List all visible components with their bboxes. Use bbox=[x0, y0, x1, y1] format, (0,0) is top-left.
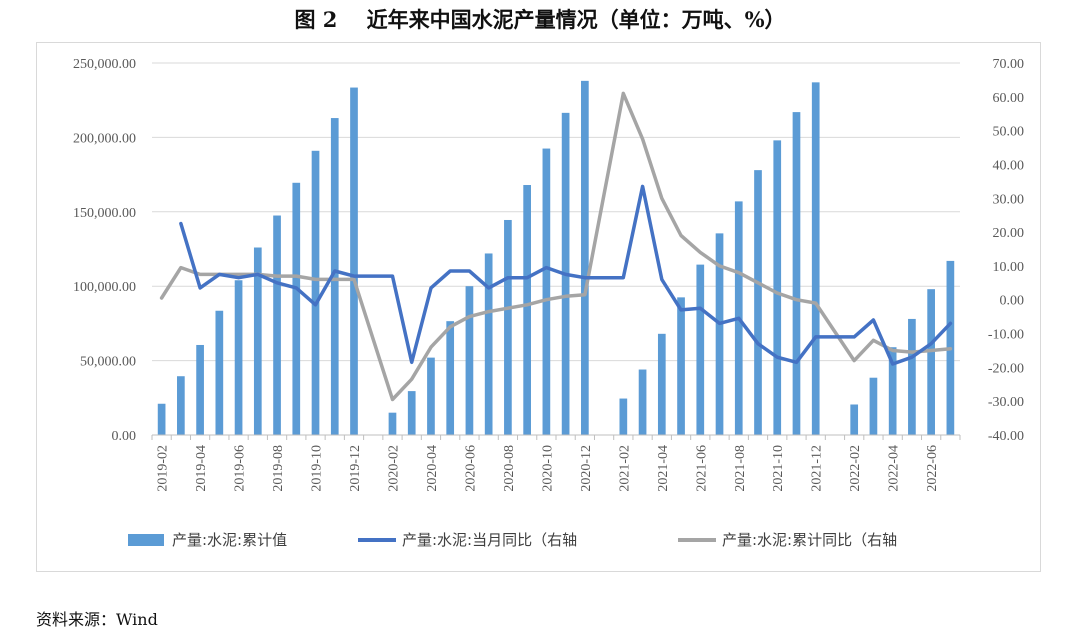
bar bbox=[677, 297, 685, 435]
bar bbox=[619, 398, 628, 435]
y-right-tick-label: -20.00 bbox=[988, 361, 1024, 376]
legend-swatch-bar bbox=[128, 534, 164, 546]
bar bbox=[869, 377, 878, 435]
y-right-tick-label: 70.00 bbox=[993, 57, 1025, 72]
source-note: 资料来源：Wind bbox=[36, 610, 158, 629]
y-left-tick-label: 100,000.00 bbox=[73, 280, 136, 295]
monthly-yoy-line bbox=[179, 184, 953, 366]
x-tick-label: 2020-10 bbox=[540, 445, 555, 492]
bar bbox=[215, 310, 224, 435]
y-left-tick-label: 150,000.00 bbox=[73, 206, 136, 221]
y-right-tick-label: -40.00 bbox=[988, 429, 1024, 444]
chart-svg: 0.00 50,000.00 100,000.00 150,000.00 200,000… bbox=[73, 57, 1025, 549]
y-right-tick-label: 40.00 bbox=[993, 158, 1025, 173]
bar bbox=[657, 333, 666, 435]
x-tick-label: 2019-06 bbox=[233, 445, 248, 492]
legend-label: 产量:水泥:累计同比（右轴 bbox=[722, 531, 897, 549]
y-right-tick-label: 30.00 bbox=[993, 192, 1025, 207]
bar bbox=[253, 247, 262, 435]
bar bbox=[465, 286, 474, 435]
y-right-tick-label: 50.00 bbox=[993, 125, 1025, 140]
chart-frame bbox=[36, 42, 1041, 572]
bar bbox=[773, 140, 782, 435]
x-tick-label: 2021-10 bbox=[771, 445, 786, 492]
bar bbox=[850, 404, 859, 435]
bar bbox=[311, 150, 320, 436]
x-tick-label: 2022-02 bbox=[848, 445, 863, 492]
bar bbox=[504, 219, 512, 435]
bar bbox=[292, 182, 301, 435]
bar bbox=[350, 87, 358, 435]
bar bbox=[523, 185, 531, 435]
y-right-tick-label: 60.00 bbox=[993, 91, 1025, 106]
chart-title: 图 2 近年来中国水泥产量情况（单位：万吨、%） bbox=[294, 7, 786, 32]
x-tick-label: 2019-02 bbox=[156, 445, 171, 492]
y-right-tick-label: -30.00 bbox=[988, 395, 1024, 410]
bar bbox=[581, 80, 589, 435]
x-tick-label: 2019-04 bbox=[194, 445, 209, 492]
x-tick-label: 2020-02 bbox=[386, 445, 401, 492]
bar bbox=[388, 412, 397, 435]
bar bbox=[811, 82, 820, 436]
bar bbox=[888, 347, 897, 435]
x-tick-label: 2021-02 bbox=[617, 445, 632, 492]
x-tick-label: 2021-12 bbox=[810, 445, 825, 492]
y-left-tick-label: 50,000.00 bbox=[80, 355, 136, 370]
x-tick-label: 2021-04 bbox=[656, 445, 671, 492]
x-tick-label: 2019-10 bbox=[310, 445, 325, 492]
bar bbox=[484, 253, 493, 435]
x-tick-label: 2020-08 bbox=[502, 445, 517, 492]
x-tick-label: 2020-04 bbox=[425, 445, 440, 492]
bar bbox=[407, 391, 416, 435]
y-right-tick-label: -10.00 bbox=[988, 328, 1024, 343]
bar bbox=[715, 233, 724, 435]
bar bbox=[638, 369, 647, 435]
bar bbox=[908, 318, 916, 435]
x-tick-label: 2020-06 bbox=[463, 445, 478, 492]
y-left-tick-label: 250,000.00 bbox=[73, 57, 136, 72]
bar bbox=[754, 170, 762, 436]
bar bbox=[446, 321, 455, 435]
y-right-tick-label: 10.00 bbox=[993, 260, 1025, 275]
x-tick-label: 2019-12 bbox=[348, 445, 363, 492]
bar bbox=[542, 148, 551, 435]
bar bbox=[330, 118, 339, 435]
bar bbox=[427, 357, 435, 435]
y-right-tick-label: 0.00 bbox=[1000, 294, 1025, 309]
y-right-tick-label: 20.00 bbox=[993, 226, 1025, 241]
x-tick-label: 2021-06 bbox=[694, 445, 709, 492]
x-tick-label: 2019-08 bbox=[271, 445, 286, 492]
bar bbox=[196, 344, 204, 435]
bar bbox=[792, 112, 801, 435]
legend-label: 产量:水泥:累计值 bbox=[172, 531, 287, 549]
legend-label: 产量:水泥:当月同比（右轴 bbox=[402, 531, 577, 549]
x-tick-label: 2022-06 bbox=[925, 445, 940, 492]
cumulative-yoy-line bbox=[159, 91, 953, 402]
bar bbox=[273, 215, 281, 435]
bar bbox=[234, 280, 243, 435]
x-tick-label: 2020-12 bbox=[579, 445, 594, 492]
y-left-tick-label: 0.00 bbox=[112, 429, 137, 444]
bar bbox=[927, 289, 935, 435]
bar bbox=[177, 376, 185, 435]
x-tick-label: 2022-04 bbox=[887, 445, 902, 492]
y-left-tick-label: 200,000.00 bbox=[73, 131, 136, 146]
bar bbox=[157, 403, 166, 435]
x-tick-label: 2021-08 bbox=[733, 445, 748, 492]
bar bbox=[696, 264, 705, 435]
